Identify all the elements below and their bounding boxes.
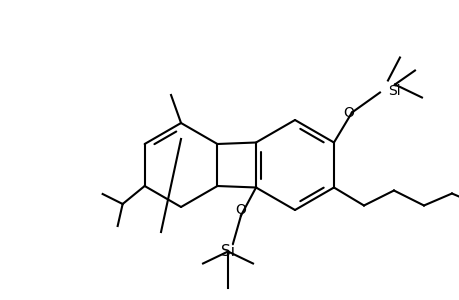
Text: Si: Si: [220, 244, 235, 259]
Text: O: O: [343, 106, 353, 119]
Text: O: O: [235, 203, 246, 218]
Text: Si: Si: [387, 83, 400, 98]
